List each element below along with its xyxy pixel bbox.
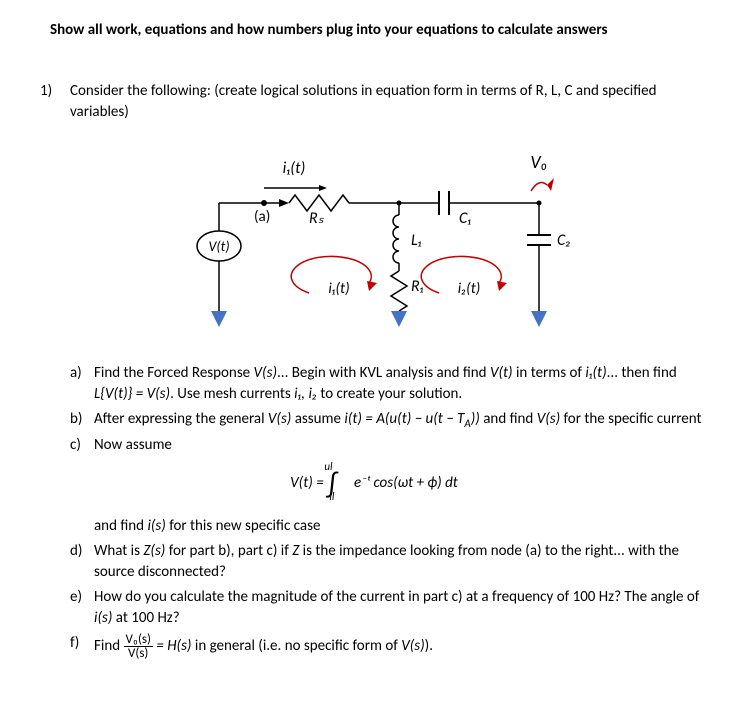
svg-text:(a): (a) — [254, 208, 270, 226]
part-f: f) Find V₀(s)V(s) = H(s) in general (i.e… — [70, 633, 708, 660]
part-c-cont: and find i(s) for this new specific case — [70, 516, 708, 537]
svg-text:L₁: L₁ — [411, 231, 422, 250]
part-b: b) After expressing the general V(s) ass… — [70, 409, 708, 431]
svg-text:V₀: V₀ — [530, 151, 547, 173]
svg-text:V(t): V(t) — [208, 238, 229, 255]
circuit-diagram: i₁(t) V₀ (a) Rₛ C₁ C₂ L₁ R₁ V(t) i₁ — [159, 143, 589, 343]
svg-text:i₁(t): i₁(t) — [328, 280, 349, 298]
problem-1: 1) Consider the following: (create logic… — [40, 81, 708, 123]
part-c: c) Now assume — [70, 435, 708, 456]
problem-intro: Consider the following: (create logical … — [70, 81, 708, 123]
part-d: d) What is Z(s) for part b), part c) if … — [70, 541, 708, 583]
svg-text:i₂(t): i₂(t) — [458, 280, 481, 298]
problem-number: 1) — [40, 81, 70, 102]
header-instruction: Show all work, equations and how numbers… — [50, 20, 708, 41]
svg-text:i₁(t): i₁(t) — [283, 159, 306, 178]
svg-text:C₁: C₁ — [459, 209, 471, 228]
svg-text:Rₛ: Rₛ — [309, 209, 325, 228]
part-e: e) How do you calculate the magnitude of… — [70, 587, 708, 629]
equation-vt: V(t) = ∫llul e⁻ᵗ cos(ωt + ϕ) dt — [40, 464, 708, 503]
part-a: a) Find the Forced Response V(s)... Begi… — [70, 363, 708, 405]
svg-text:C₂: C₂ — [557, 231, 571, 250]
